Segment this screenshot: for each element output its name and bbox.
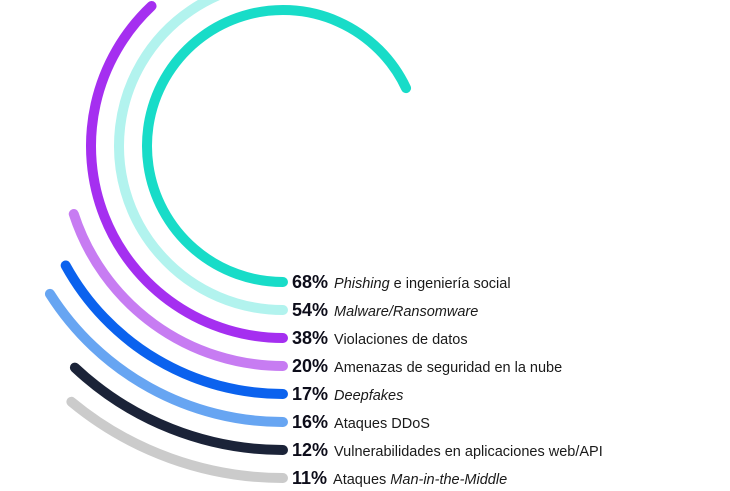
category-label: Deepfakes — [334, 388, 403, 404]
category-label: Amenazas de seguridad en la nube — [334, 360, 562, 376]
category-label-segment: Ataques — [333, 472, 391, 488]
arc-bar-6 — [69, 362, 288, 455]
data-label: 11% — [292, 468, 328, 488]
legend-item: 68% Phishing e ingeniería social — [292, 271, 511, 293]
category-label-segment: e ingeniería social — [389, 276, 511, 292]
legend-item: 20% Amenazas de seguridad en la nube — [292, 355, 562, 377]
arc-bar-1 — [114, 0, 288, 315]
data-label: 16% — [292, 412, 329, 432]
legend-item: 17% Deepfakes — [292, 383, 403, 405]
data-label: 17% — [292, 384, 329, 404]
category-label-segment: Deepfakes — [334, 388, 404, 404]
category-label-segment: Amenazas de seguridad en la nube — [334, 360, 563, 376]
legend-item: 12% Vulnerabilidades en aplicaciones web/… — [292, 439, 603, 461]
category-label-segment: Man-in-the-Middle — [390, 472, 508, 488]
arc-bar-4 — [60, 260, 288, 399]
category-label-segment: Ataques DDoS — [334, 416, 430, 432]
category-label: Phishing e ingeniería social — [334, 276, 511, 292]
arc-bar-5 — [44, 288, 288, 427]
legend-item: 38% Violaciones de datos — [292, 327, 468, 349]
arc-bar-3 — [68, 208, 288, 371]
category-label-segment: Violaciones de datos — [334, 332, 468, 348]
category-label-segment: Vulnerabilidades en aplicaciones web/API — [334, 444, 603, 460]
legend-item: 16% Ataques DDoS — [292, 411, 430, 433]
arc-bar-7 — [66, 396, 288, 483]
arc-bar-2 — [86, 1, 288, 343]
category-label: Ataques Man-in-the-Middle — [333, 472, 507, 488]
data-label: 38% — [292, 328, 329, 348]
category-label: Violaciones de datos — [334, 332, 468, 348]
legend-item: 54% Malware/Ransomware — [292, 299, 478, 321]
data-label: 12% — [292, 440, 329, 460]
category-label: Ataques DDoS — [334, 416, 430, 432]
legend-item: 11% Ataques Man-in-the-Middle — [292, 467, 507, 489]
data-label: 54% — [292, 300, 329, 320]
category-label: Vulnerabilidades en aplicaciones web/API — [334, 444, 603, 460]
arc-bar-0 — [142, 5, 412, 287]
data-label: 68% — [292, 272, 329, 292]
data-label: 20% — [292, 356, 329, 376]
category-label-segment: Malware/Ransomware — [334, 304, 479, 320]
category-label-segment: Phishing — [334, 276, 390, 292]
category-label: Malware/Ransomware — [334, 304, 478, 320]
